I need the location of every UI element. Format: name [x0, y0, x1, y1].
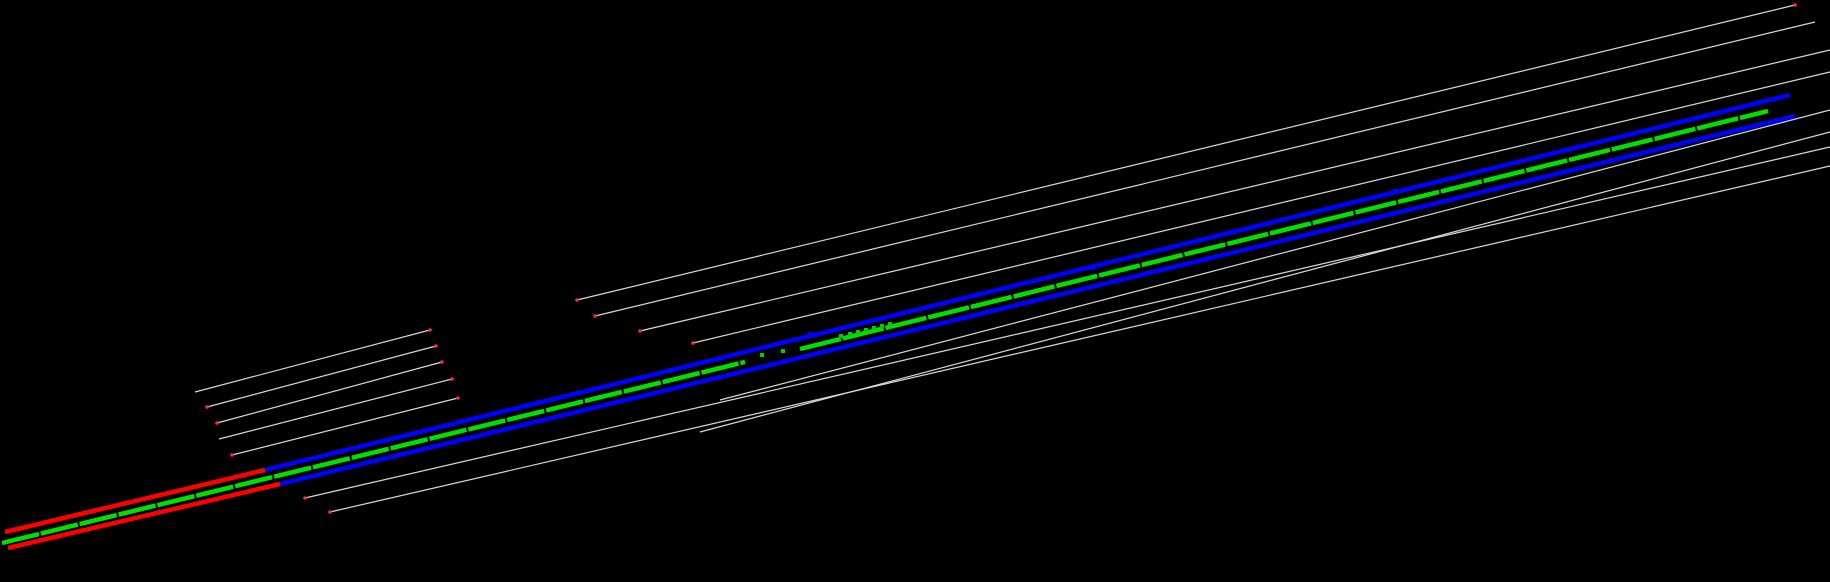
centerline-block	[856, 330, 860, 334]
endpoint-dot	[575, 298, 579, 302]
lane-marking-long-6	[699, 131, 1830, 433]
path-boundaries	[4, 92, 1796, 551]
centerline-block	[781, 349, 785, 353]
endpoint-dot	[440, 360, 444, 364]
lane-marking-long-2	[594, 21, 1816, 317]
endpoint-dot	[691, 341, 695, 345]
centerline-block	[848, 332, 852, 336]
boundary-lower-blue	[279, 113, 1796, 487]
centerline-block	[872, 326, 876, 330]
lane-marking-short-3	[216, 361, 443, 424]
lane-marking-short-4	[218, 378, 453, 440]
lane-marking-short-5	[231, 397, 459, 456]
endpoint-dot	[593, 314, 597, 318]
endpoint-dot	[428, 328, 432, 332]
centerline-gap-blocks	[760, 322, 892, 357]
lane-marking-long-4	[692, 71, 1830, 344]
centerline	[1, 108, 1769, 546]
endpoint-dot	[434, 344, 438, 348]
lane-marking-long-3	[639, 49, 1830, 332]
boundary-lower-red	[7, 481, 281, 551]
lane-marking-long-8	[329, 165, 1830, 513]
centerline-segment-right	[799, 108, 1769, 352]
centerline-segment-left	[1, 359, 746, 546]
centerline-block	[839, 334, 843, 338]
endpoint-dot	[456, 396, 460, 400]
centerline-block	[864, 328, 868, 332]
endpoint-dot	[638, 329, 642, 333]
endpoint-dot	[215, 421, 219, 425]
lane-marking-long-1	[576, 4, 1796, 301]
boundary-upper-blue	[264, 92, 1791, 473]
blue-speck	[808, 332, 813, 335]
endpoint-dot	[328, 510, 332, 514]
lane-markings	[194, 4, 1830, 513]
centerline-block	[760, 353, 764, 357]
endpoint-dot	[230, 453, 234, 457]
endpoint-dot	[303, 496, 307, 500]
boundary-upper-red	[4, 467, 266, 535]
lane-marking-long-5	[719, 109, 1830, 401]
endpoint-dot	[205, 405, 209, 409]
lane-marking-short-2	[206, 345, 437, 408]
blue-speck	[1393, 189, 1398, 191]
path-specks	[808, 189, 1398, 335]
lane-marking-long-7	[304, 146, 1830, 499]
centerline-block	[888, 322, 892, 326]
endpoint-dot	[450, 377, 454, 381]
lane-marking-endpoints	[205, 3, 1797, 514]
blue-speck	[1091, 268, 1095, 270]
centerline-block	[880, 324, 884, 328]
endpoint-dot	[1793, 3, 1797, 7]
lane-marking-short-1	[194, 329, 431, 393]
